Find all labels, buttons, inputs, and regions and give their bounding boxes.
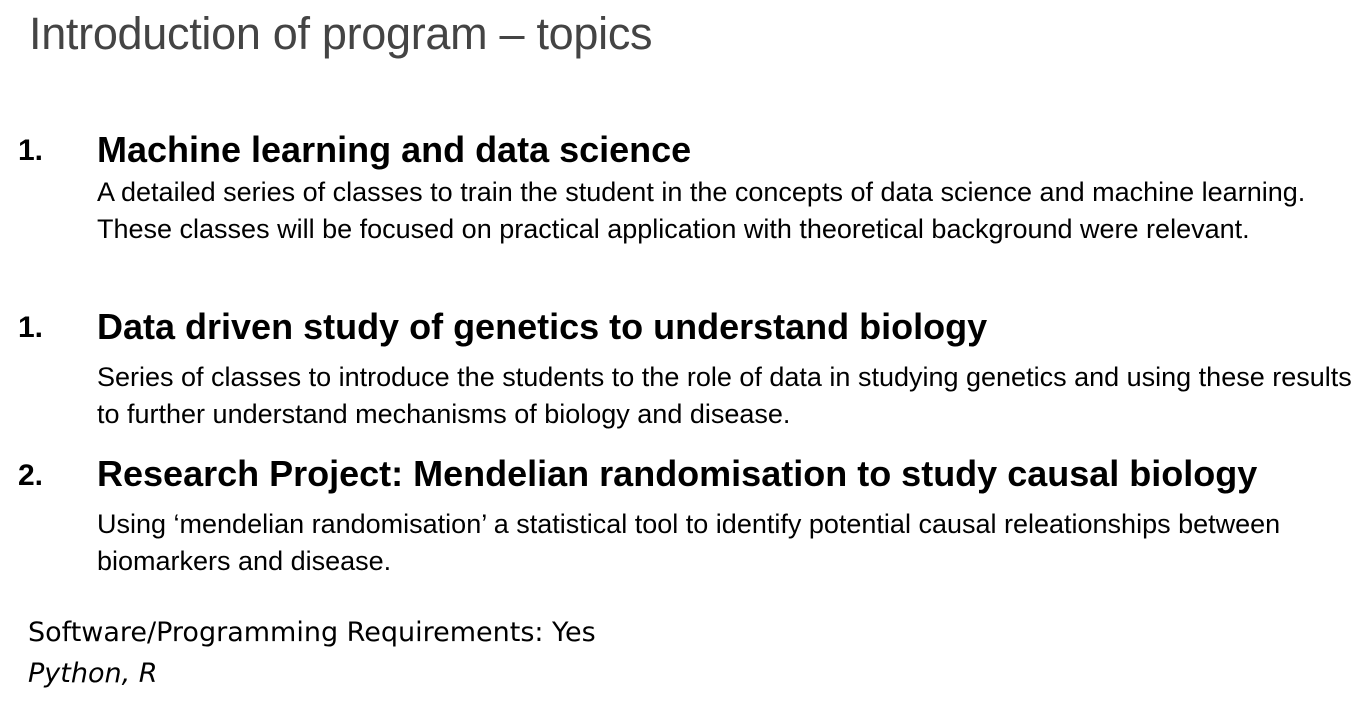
topic-number: 1. [18, 134, 44, 167]
software-requirements: Software/Programming Requirements: Yes P… [28, 612, 596, 694]
topic-heading: Machine learning and data science [97, 129, 692, 170]
requirements-label: Software/Programming Requirements: Yes [28, 617, 596, 648]
topic-description: A detailed series of classes to train th… [97, 177, 1306, 244]
topic-number: 1. [18, 311, 44, 344]
topic-heading: Research Project: Mendelian randomisatio… [97, 453, 1258, 494]
topic-heading: Data driven study of genetics to underst… [97, 306, 988, 347]
topic-number: 2. [18, 459, 44, 492]
slide-title: Introduction of program – topics [29, 8, 653, 59]
topic-description: Series of classes to introduce the stude… [97, 362, 1352, 429]
requirements-languages: Python, R [28, 658, 158, 689]
topic-description: Using ‘mendelian randomisation’ a statis… [97, 509, 1281, 576]
